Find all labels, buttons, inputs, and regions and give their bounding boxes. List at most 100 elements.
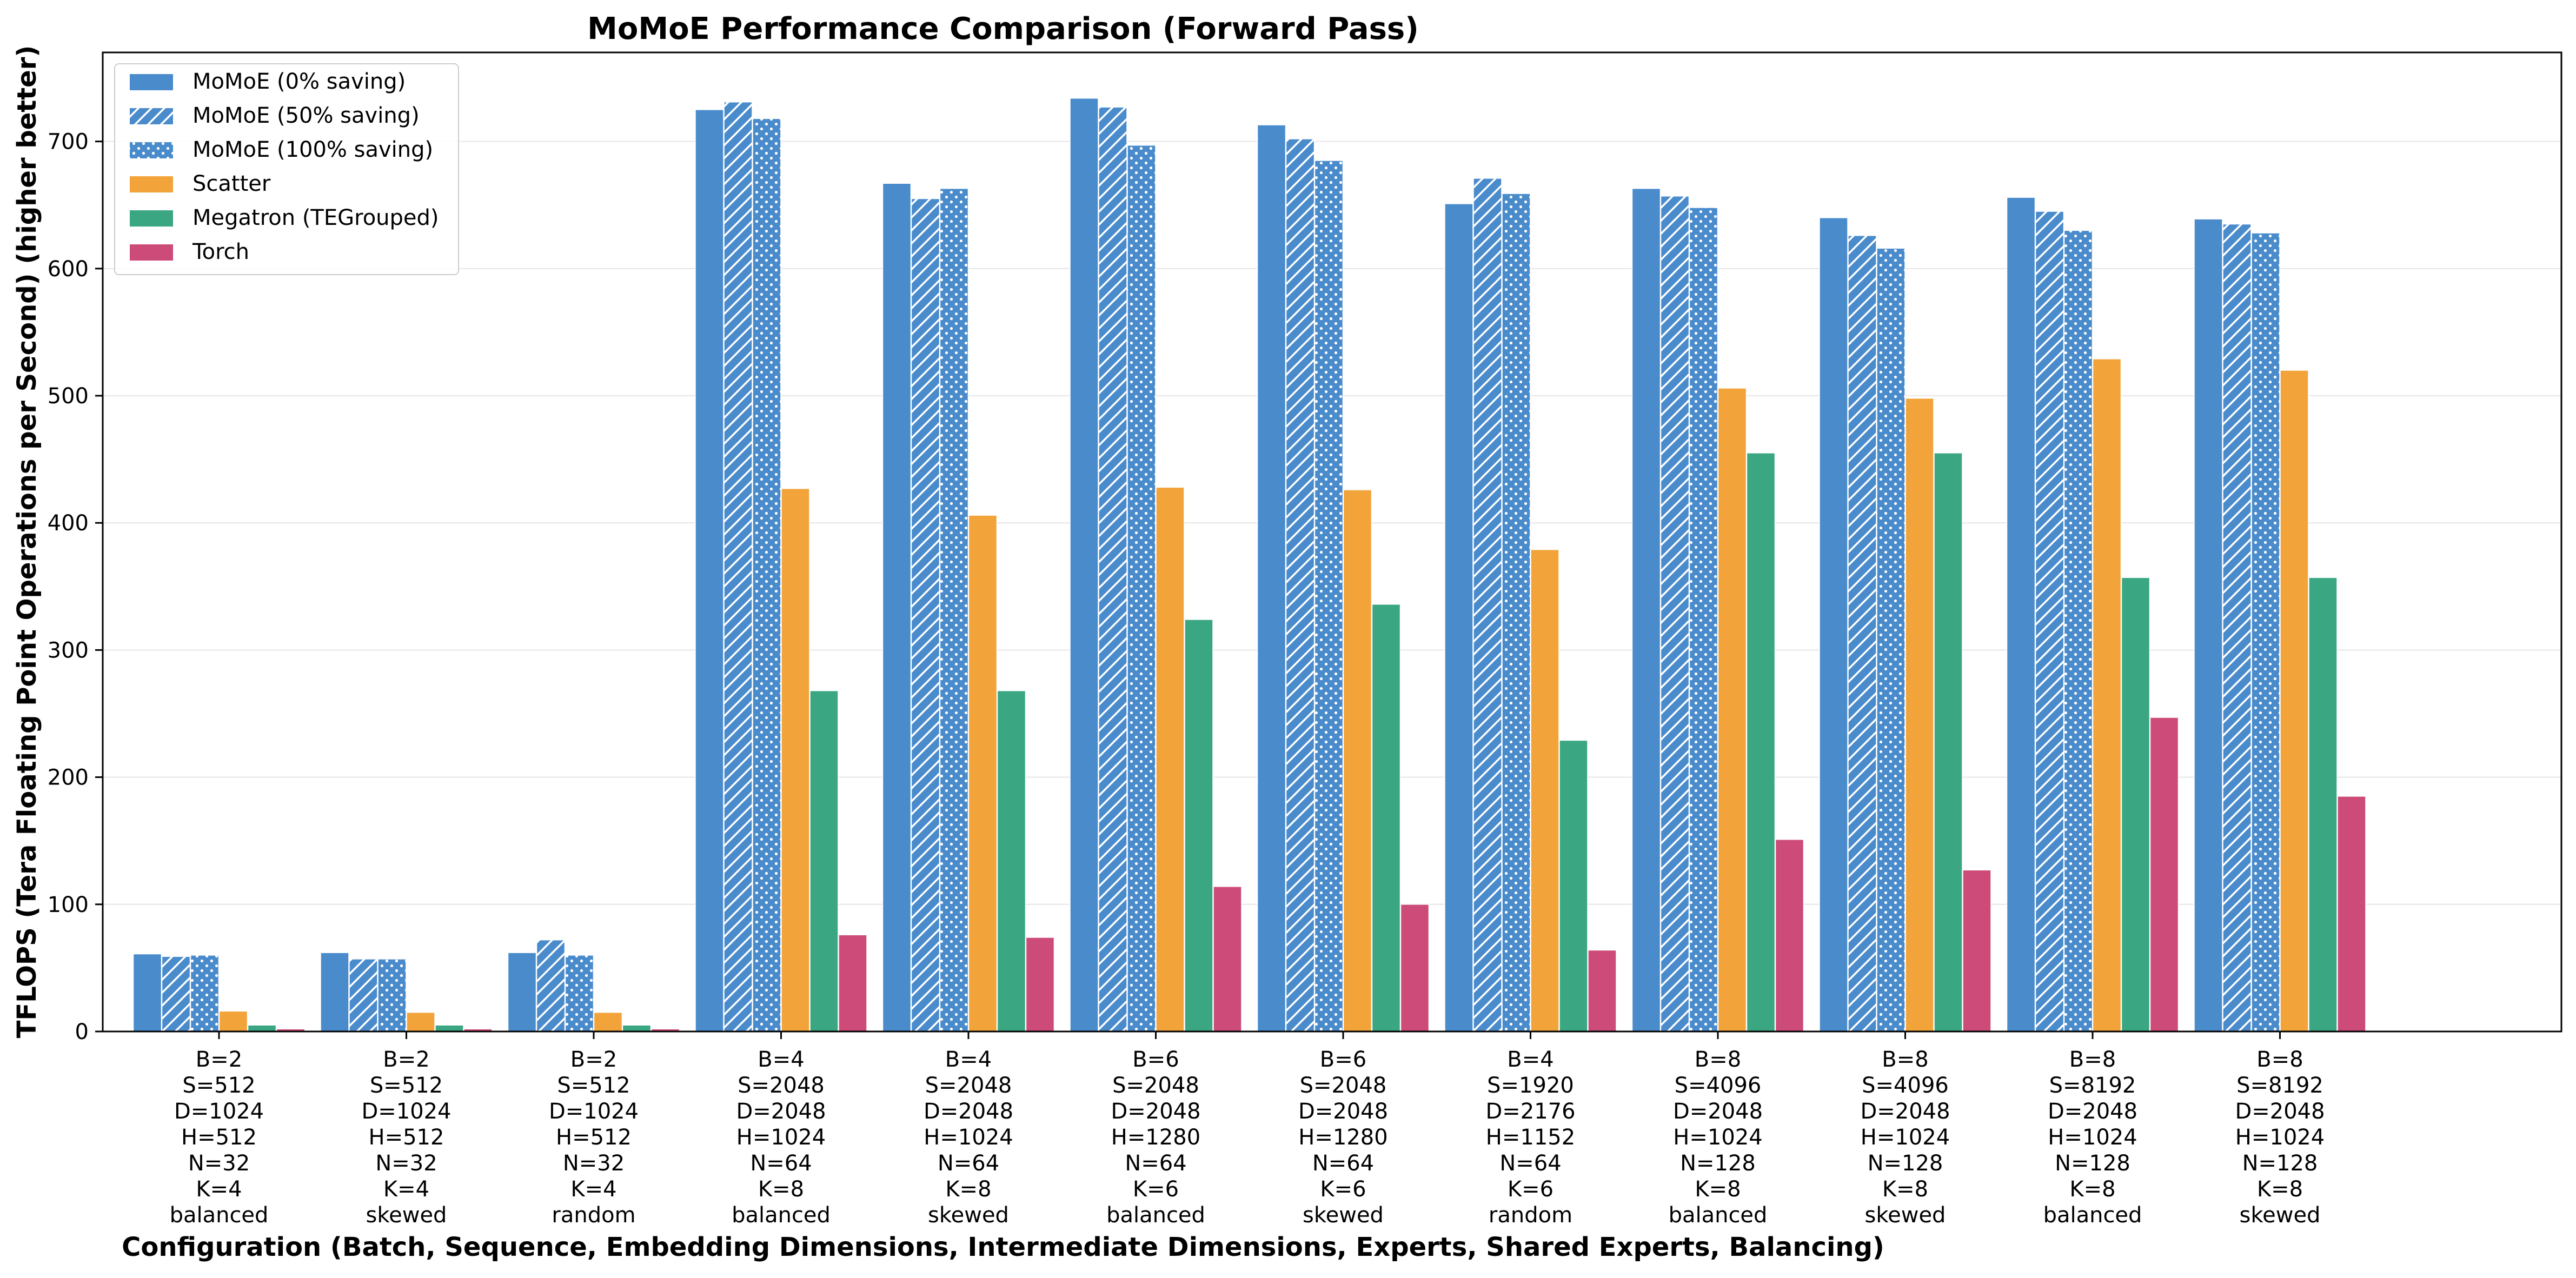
bar-momoe-50-saving [911,198,940,1032]
bar-scatter [593,1011,623,1032]
bar-momoe-100-saving [752,118,781,1032]
x-tick-label: balanced [170,1203,269,1228]
bar-scatter [2092,358,2122,1032]
x-tick-label: random [552,1203,635,1228]
bar-momoe-0-saving [695,109,724,1032]
x-tick-label: B=8 [1695,1047,1741,1072]
bar-scatter [1717,388,1747,1032]
bar-momoe-0-saving [507,952,537,1032]
y-tick-label: 600 [48,257,89,282]
bar-momoe-100-saving [377,958,407,1032]
bar-momoe-0-saving [1257,124,1286,1032]
x-tick-label: K=8 [1695,1177,1741,1202]
x-tick-label: D=2048 [1673,1099,1763,1124]
x-tick-label: N=128 [1868,1151,1943,1176]
bar-momoe-0-saving [132,953,162,1032]
x-tick-label: N=32 [563,1151,625,1176]
x-tick-label: balanced [2043,1203,2142,1228]
x-tick-label: S=2048 [738,1073,825,1098]
x-tick-label: B=2 [196,1047,242,1072]
x-tick-label: N=64 [1125,1151,1186,1176]
bar-scatter [406,1011,435,1032]
bar-scatter [1905,397,1934,1032]
bar-torch [2337,796,2366,1032]
y-tick-label: 300 [48,638,89,663]
x-tick-label: B=4 [758,1047,804,1072]
bar-scatter [968,515,998,1032]
x-tick-label: H=512 [181,1125,257,1150]
x-tick-label: D=2048 [736,1099,826,1124]
bar-momoe-0-saving [1631,188,1661,1032]
bars [132,97,2366,1032]
x-tick-label: N=32 [375,1151,437,1176]
x-tick-label: B=4 [945,1047,992,1072]
x-tick-label: K=6 [1508,1177,1553,1202]
x-tick-label: N=64 [938,1151,999,1176]
x-tick-label: N=64 [1312,1151,1374,1176]
x-tick-label: H=1024 [1861,1125,1950,1150]
bar-megatron-tegrouped [1184,619,1213,1032]
x-tick-label: balanced [732,1203,831,1228]
legend-swatch [130,108,173,124]
bar-megatron-tegrouped [1746,452,1776,1032]
bar-megatron-tegrouped [1371,603,1401,1032]
x-tick-label: K=4 [196,1177,242,1202]
bar-momoe-0-saving [1444,203,1473,1032]
legend-swatch [130,142,173,158]
x-tick-label: N=128 [2055,1151,2130,1176]
x-tick-label: H=1152 [1486,1125,1575,1150]
bar-momoe-0-saving [1819,217,1848,1032]
legend-swatch [130,210,173,227]
x-tick-label: D=2048 [1860,1099,1950,1124]
x-tick-label: K=8 [758,1177,804,1202]
x-axis-ticks: B=2S=512D=1024H=512N=32K=4balancedB=2S=5… [170,1031,2325,1228]
x-tick-label: H=1024 [1673,1125,1762,1150]
bar-scatter [1530,549,1559,1032]
y-tick-label: 500 [48,384,89,409]
x-tick-label: H=1024 [2048,1125,2137,1150]
x-tick-label: N=64 [750,1151,812,1176]
x-tick-label: D=2048 [924,1099,1013,1124]
bar-torch [1213,886,1242,1032]
x-tick-label: H=1024 [924,1125,1013,1150]
x-tick-label: S=1920 [1487,1073,1574,1098]
bar-momoe-50-saving [161,956,191,1032]
x-tick-label: B=6 [1132,1047,1179,1072]
bar-momoe-50-saving [723,101,753,1032]
x-tick-label: skewed [2240,1203,2321,1228]
x-tick-label: D=2048 [1298,1099,1388,1124]
bar-scatter [2280,370,2309,1032]
x-tick-label: K=8 [2257,1177,2303,1202]
bar-megatron-tegrouped [247,1024,277,1032]
x-tick-label: N=64 [1499,1151,1561,1176]
x-tick-label: D=1024 [549,1099,639,1124]
x-tick-label: D=1024 [174,1099,264,1124]
bar-momoe-50-saving [1848,235,1877,1032]
legend-label: MoMoE (0% saving) [192,69,406,94]
bar-torch [1588,949,1617,1032]
plot-frame [102,51,2562,1033]
x-tick-label: S=2048 [1300,1073,1387,1098]
x-tick-label: H=512 [369,1125,444,1150]
x-tick-label: balanced [1106,1203,1205,1228]
x-tick-label: D=1024 [361,1099,451,1124]
x-tick-label: S=512 [557,1073,630,1098]
legend-label: MoMoE (100% saving) [192,137,433,162]
x-tick-label: H=512 [556,1125,632,1150]
x-tick-label: K=8 [2069,1177,2115,1202]
y-axis-ticks: 0 100 200 300 400 500 600 700 [48,130,103,1044]
y-tick-label: 700 [48,130,89,155]
bar-momoe-100-saving [939,188,969,1032]
bar-torch [1400,904,1430,1032]
x-tick-label: B=8 [2256,1047,2303,1072]
x-tick-label: H=1024 [736,1125,826,1150]
x-tick-label: B=8 [2069,1047,2116,1072]
bar-scatter [1343,489,1372,1032]
x-tick-label: K=6 [1320,1177,1366,1202]
bar-momoe-100-saving [1502,193,1531,1032]
y-tick-label: 100 [48,893,89,917]
x-tick-label: S=4096 [1862,1073,1949,1098]
bar-scatter [218,1010,248,1032]
bar-megatron-tegrouped [435,1024,464,1032]
